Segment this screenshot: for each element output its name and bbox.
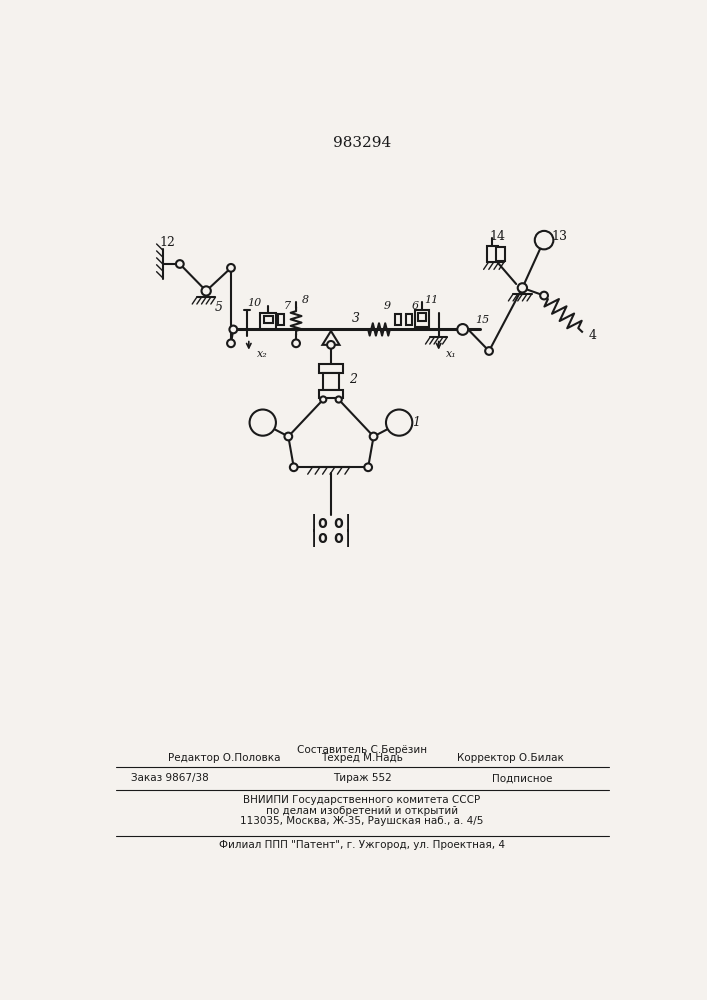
- Text: Составитель С.Берёзин: Составитель С.Берёзин: [297, 745, 427, 755]
- Circle shape: [290, 463, 298, 471]
- Circle shape: [534, 231, 554, 249]
- Circle shape: [370, 433, 378, 440]
- Text: o|: o|: [333, 529, 354, 547]
- Text: x₁: x₁: [446, 349, 457, 359]
- Polygon shape: [322, 331, 339, 345]
- Text: 15: 15: [475, 315, 489, 325]
- Circle shape: [386, 410, 412, 436]
- Bar: [414, 310, 428, 327]
- Bar: [486, 246, 498, 262]
- Text: 7: 7: [284, 301, 291, 311]
- Bar: [320, 364, 343, 373]
- Text: x₂: x₂: [257, 349, 267, 359]
- Text: Техред М.Надь: Техред М.Надь: [321, 753, 403, 763]
- Text: Подписное: Подписное: [492, 773, 553, 783]
- Circle shape: [518, 283, 527, 292]
- Text: 113035, Москва, Ж-35, Раушская наб., а. 4/5: 113035, Москва, Ж-35, Раушская наб., а. …: [240, 816, 484, 826]
- Text: 2: 2: [349, 373, 356, 386]
- Circle shape: [485, 347, 493, 355]
- Text: Заказ 9867/38: Заказ 9867/38: [131, 773, 209, 783]
- Text: Редактор О.Половка: Редактор О.Половка: [168, 753, 280, 763]
- Circle shape: [284, 433, 292, 440]
- Text: 983294: 983294: [333, 136, 391, 150]
- Text: 10: 10: [247, 298, 262, 308]
- Text: |o: |o: [309, 514, 329, 532]
- Text: |o: |o: [309, 529, 329, 547]
- Bar: [406, 314, 412, 325]
- Text: 14: 14: [489, 230, 506, 243]
- Text: Филиал ППП "Патент", г. Ужгород, ул. Проектная, 4: Филиал ППП "Патент", г. Ужгород, ул. Про…: [219, 840, 505, 850]
- Text: 1: 1: [412, 416, 420, 429]
- Text: 12: 12: [160, 236, 175, 249]
- Bar: [279, 314, 284, 325]
- Text: 8: 8: [302, 295, 309, 305]
- Circle shape: [327, 341, 335, 349]
- Text: Тираж 552: Тираж 552: [332, 773, 392, 783]
- Bar: [264, 316, 273, 323]
- Circle shape: [201, 286, 211, 296]
- Circle shape: [320, 396, 327, 403]
- Circle shape: [227, 264, 235, 272]
- Text: 4: 4: [589, 329, 597, 342]
- Text: 5: 5: [215, 301, 223, 314]
- Text: 11: 11: [423, 295, 438, 305]
- Bar: [496, 247, 506, 261]
- Text: 13: 13: [551, 230, 568, 243]
- Circle shape: [336, 396, 341, 403]
- Bar: [418, 313, 426, 321]
- Circle shape: [250, 410, 276, 436]
- Text: 9: 9: [384, 301, 391, 311]
- Text: по делам изобретений и открытий: по делам изобретений и открытий: [266, 806, 458, 816]
- Bar: [320, 390, 343, 398]
- Circle shape: [540, 292, 548, 299]
- Text: 3: 3: [352, 312, 360, 325]
- Text: Корректор О.Билак: Корректор О.Билак: [457, 753, 564, 763]
- Text: o|: o|: [333, 514, 354, 532]
- Circle shape: [230, 326, 237, 333]
- Circle shape: [292, 339, 300, 347]
- Circle shape: [457, 324, 468, 335]
- Bar: [395, 314, 402, 325]
- Circle shape: [364, 463, 372, 471]
- Bar: [323, 373, 339, 390]
- Text: 6: 6: [412, 301, 419, 311]
- Circle shape: [227, 339, 235, 347]
- Bar: [260, 312, 276, 329]
- Circle shape: [176, 260, 184, 268]
- Text: ВНИИПИ Государственного комитета СССР: ВНИИПИ Государственного комитета СССР: [243, 795, 481, 805]
